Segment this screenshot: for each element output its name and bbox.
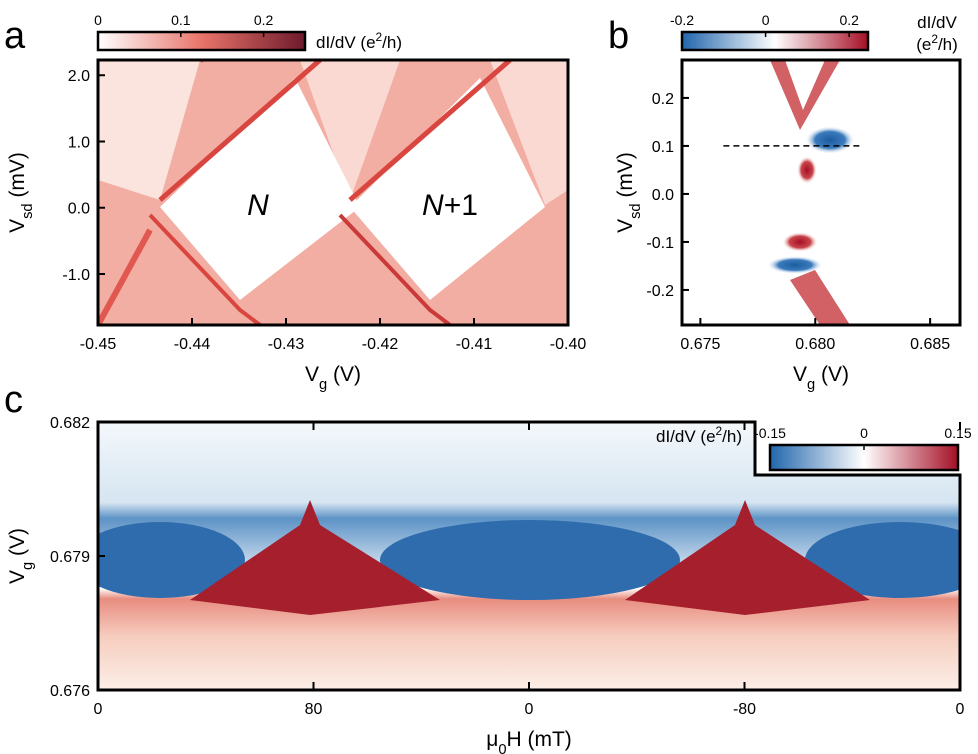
plot-frame — [96, 58, 570, 327]
x-tick-label: 0 — [956, 701, 965, 718]
text-part: dI/dV (e — [316, 33, 376, 52]
x-tick-label: 0.675 — [680, 336, 720, 353]
y-tick-label: 2.0 — [68, 68, 90, 85]
y-tick-label: 0.0 — [652, 187, 674, 204]
text-part: V — [614, 219, 637, 233]
colorbar-label: dI/dV (e2/h) — [656, 424, 742, 446]
y-axis-label: Vsd (mV) — [6, 152, 36, 233]
text-part: +1 — [444, 189, 478, 222]
text-part: (V) — [815, 363, 849, 386]
y-tick-label: -0.1 — [646, 235, 674, 252]
text-part: /h) — [382, 33, 402, 52]
colorbar-tick-label: -0.15 — [754, 425, 786, 441]
colorbar-tick-label: -0.2 — [670, 12, 694, 28]
x-tick-label: -0.44 — [174, 336, 211, 353]
x-tick-label: -0.40 — [550, 336, 587, 353]
text-part: (V) — [6, 528, 29, 562]
text-part: /h) — [938, 35, 958, 54]
y-tick-label: 0.2 — [652, 91, 674, 108]
colorbar-tick-label: 0 — [860, 425, 868, 441]
colorbar-label: dI/dV (e2/h) — [916, 13, 958, 54]
text-part: μ — [486, 728, 498, 751]
x-tick-label: -0.45 — [80, 336, 117, 353]
text-part: H (mT) — [506, 728, 571, 751]
text-part: dI/dV — [917, 13, 957, 32]
x-tick-label: 0 — [94, 701, 103, 718]
text-part: /h) — [722, 427, 742, 446]
text-part: 2 — [716, 424, 723, 438]
text-part: (e — [916, 35, 931, 54]
text-part: V — [6, 570, 29, 584]
colorbar-tick-label: 0.2 — [839, 12, 859, 28]
text-part: 2 — [931, 32, 938, 46]
y-tick-label: 0.679 — [50, 549, 90, 566]
x-tick-label: 0.680 — [795, 336, 835, 353]
x-tick-label: -0.43 — [268, 336, 305, 353]
x-axis-label: Vg (V) — [793, 363, 849, 393]
y-tick-label: 0.0 — [68, 201, 90, 218]
colorbar-tick-label: 0.15 — [944, 425, 971, 441]
x-tick-label: -80 — [733, 701, 756, 718]
text-part: sd — [628, 203, 644, 219]
text-part: V — [793, 363, 807, 386]
colorbar-tick-label: 0 — [762, 12, 770, 28]
text-part: dI/dV (e — [656, 427, 716, 446]
text-part: g — [319, 377, 327, 393]
colorbar — [680, 30, 870, 52]
plot-frame — [680, 58, 962, 327]
text-part: 0 — [498, 742, 506, 754]
text-part: 2 — [376, 30, 383, 44]
y-tick-label: -0.2 — [646, 283, 674, 300]
y-tick-label: 0.676 — [50, 683, 90, 700]
x-axis-label: μ0H (mT) — [486, 728, 572, 754]
text-part: N — [422, 189, 444, 222]
x-axis-label: Vg (V) — [305, 363, 361, 393]
text-part: (V) — [327, 363, 361, 386]
text-part: (mV) — [614, 152, 637, 203]
colorbar-tick-label: 0 — [94, 12, 102, 28]
annotation: N+1 — [422, 189, 478, 222]
x-tick-label: 80 — [305, 701, 323, 718]
y-axis-label: Vg (V) — [6, 528, 36, 584]
x-tick-label: -0.42 — [362, 336, 399, 353]
y-tick-label: 0.1 — [652, 139, 674, 156]
text-part: sd — [20, 203, 36, 219]
text-part: (mV) — [6, 152, 29, 203]
y-tick-label: -1.0 — [62, 267, 90, 284]
colorbar-tick-label: 0.1 — [171, 12, 191, 28]
panel-label: c — [4, 379, 23, 421]
heatmap-c — [98, 422, 960, 690]
y-tick-label: 1.0 — [68, 134, 90, 151]
heatmap-a — [98, 60, 568, 325]
text-part: g — [807, 377, 815, 393]
panel-label: a — [4, 15, 26, 57]
x-tick-label: -0.41 — [456, 336, 493, 353]
heatmap-b — [682, 60, 960, 325]
colorbar — [96, 30, 307, 52]
y-tick-label: 0.682 — [50, 415, 90, 432]
colorbar-tick-label: 0.2 — [254, 12, 274, 28]
x-tick-label: 0 — [525, 701, 534, 718]
x-tick-label: 0.685 — [910, 336, 950, 353]
text-part: V — [305, 363, 319, 386]
colorbar-label: dI/dV (e2/h) — [316, 30, 402, 52]
text-part: g — [20, 562, 36, 570]
y-axis-label: Vsd (mV) — [614, 152, 644, 233]
text-part: V — [6, 219, 29, 233]
annotation: N — [247, 189, 269, 222]
panel-label: b — [608, 15, 629, 57]
text-part: N — [247, 189, 269, 222]
